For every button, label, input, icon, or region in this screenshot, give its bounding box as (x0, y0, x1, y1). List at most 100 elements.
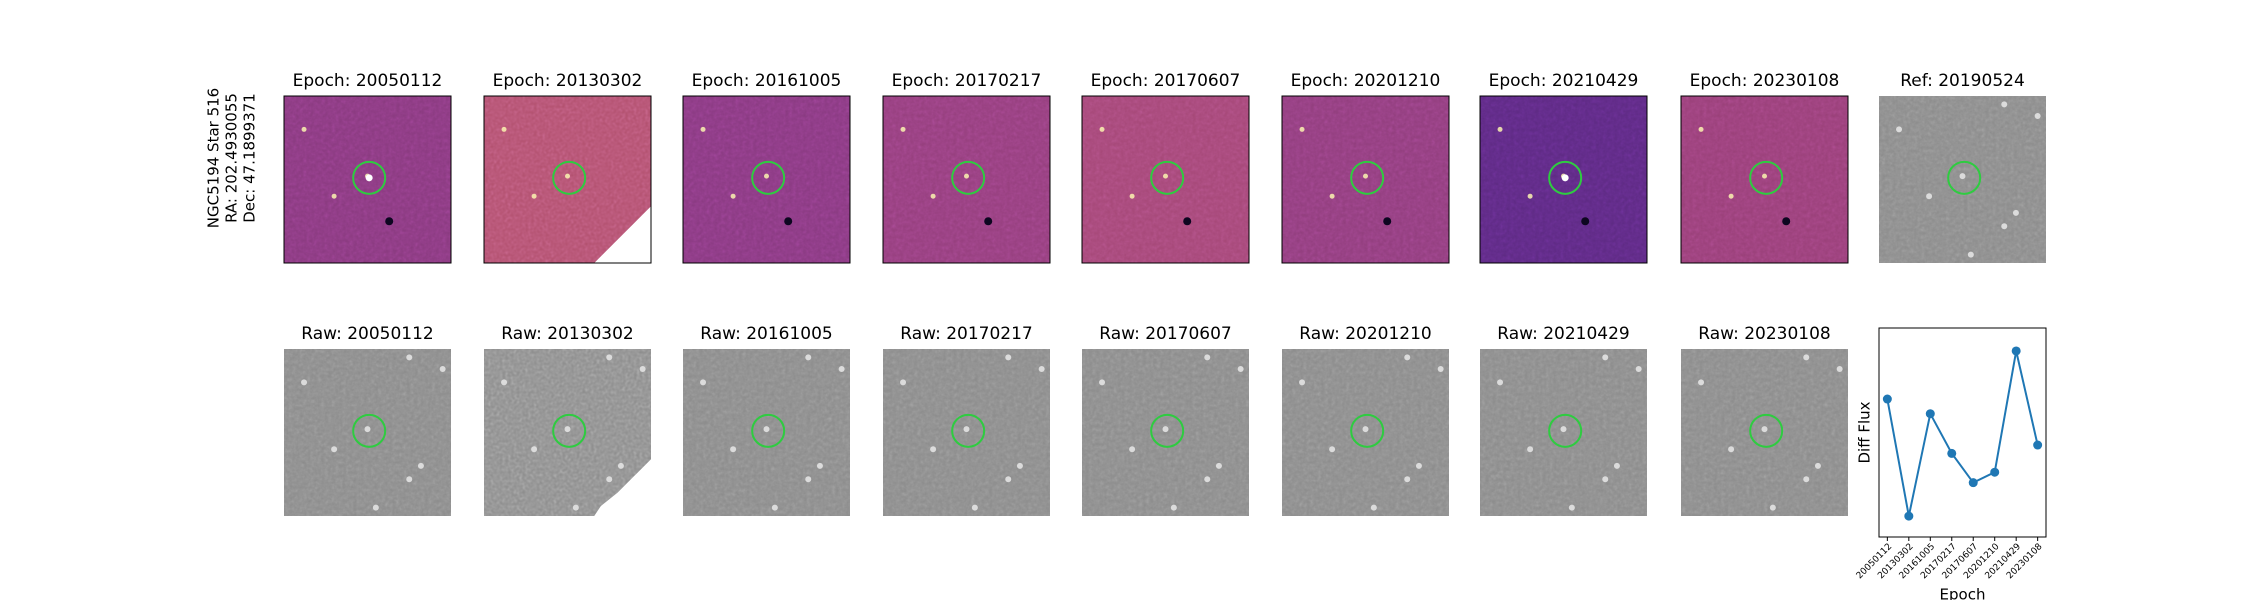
panel-title: Raw: 20210429 (1497, 324, 1630, 344)
side-label-line: Dec: 47.1899371 (241, 93, 259, 223)
dark-spot (784, 217, 793, 226)
panel-frame (283, 95, 452, 264)
star (1959, 173, 1966, 180)
star (963, 426, 970, 433)
star (838, 366, 845, 373)
no-data-region (594, 459, 651, 516)
star (1129, 193, 1135, 199)
panel-title: Raw: 20161005 (700, 324, 833, 344)
star (1016, 462, 1023, 469)
star (930, 446, 937, 453)
star (1698, 379, 1705, 386)
side-label-line: NGC5194 Star 516 (205, 88, 223, 228)
panel-title: Epoch: 20130302 (493, 71, 643, 91)
star (1803, 354, 1810, 361)
image-panel (1081, 95, 1250, 264)
star (1769, 504, 1776, 511)
data-point (1925, 409, 1935, 419)
image-panel (1680, 95, 1849, 264)
star (1967, 251, 1974, 258)
star (964, 173, 969, 179)
star (1415, 462, 1422, 469)
star (700, 379, 707, 386)
star (1497, 379, 1504, 386)
star (763, 426, 770, 433)
data-point (1947, 448, 1957, 458)
star (1527, 446, 1534, 453)
image-panel (682, 95, 851, 264)
target-source (365, 174, 373, 182)
image-panel (1282, 349, 1449, 516)
star (1204, 476, 1211, 483)
dark-spot (1782, 217, 1791, 226)
aperture (1350, 160, 1385, 195)
star (900, 379, 907, 386)
image-panel (284, 349, 451, 516)
star (930, 193, 936, 199)
panel-noise (1879, 96, 2046, 263)
star (1698, 126, 1704, 132)
aperture (751, 160, 786, 195)
image-panel (283, 95, 452, 264)
plot-frame (1878, 327, 2047, 538)
star (700, 126, 706, 132)
star (1170, 504, 1177, 511)
star (1836, 366, 1843, 373)
star (364, 426, 371, 433)
panel-title: Raw: 20230108 (1698, 324, 1831, 344)
aperture (352, 413, 387, 448)
panel-noise (1681, 96, 1848, 263)
target-source (1561, 174, 1569, 182)
panel-frame (1479, 95, 1648, 264)
star (1560, 426, 1567, 433)
star (1404, 476, 1411, 483)
star (1099, 126, 1105, 132)
star (730, 446, 737, 453)
star (406, 476, 413, 483)
panel-noise (683, 349, 850, 516)
star (1005, 476, 1012, 483)
star (1362, 426, 1369, 433)
panel-noise (1282, 349, 1449, 516)
panel-title: Epoch: 20161005 (692, 71, 842, 91)
panel-noise (883, 96, 1050, 263)
dark-spot (1581, 217, 1590, 226)
data-point (2011, 346, 2021, 356)
panel-noise (683, 96, 850, 263)
star (1038, 366, 1045, 373)
aperture (352, 160, 387, 195)
star (1299, 379, 1306, 386)
star (900, 126, 906, 132)
star (730, 193, 736, 199)
panel-noise (1082, 349, 1249, 516)
data-point (1968, 478, 1978, 488)
panel-title: Epoch: 20170607 (1091, 71, 1241, 91)
panel-noise (284, 349, 451, 516)
star (816, 462, 823, 469)
star (639, 366, 646, 373)
aperture (1150, 160, 1185, 195)
panel-noise (883, 349, 1050, 516)
image-panel (882, 95, 1051, 264)
data-point (1904, 511, 1914, 521)
star (1299, 126, 1305, 132)
panel-frame (882, 95, 1051, 264)
star (2001, 101, 2008, 108)
star (572, 504, 579, 511)
aperture (1350, 413, 1385, 448)
panel-title: Raw: 20170607 (1099, 324, 1232, 344)
star (1329, 193, 1335, 199)
panel-frame (1680, 95, 1849, 264)
data-line (1886, 350, 2039, 517)
image-panel (1281, 95, 1450, 264)
side-label-line: RA: 202.4930055 (223, 93, 241, 223)
aperture (951, 413, 986, 448)
aperture (1150, 413, 1185, 448)
star (2001, 223, 2008, 230)
aperture (951, 160, 986, 195)
star (564, 426, 571, 433)
star (301, 379, 308, 386)
star (1761, 426, 1768, 433)
star (1404, 354, 1411, 361)
